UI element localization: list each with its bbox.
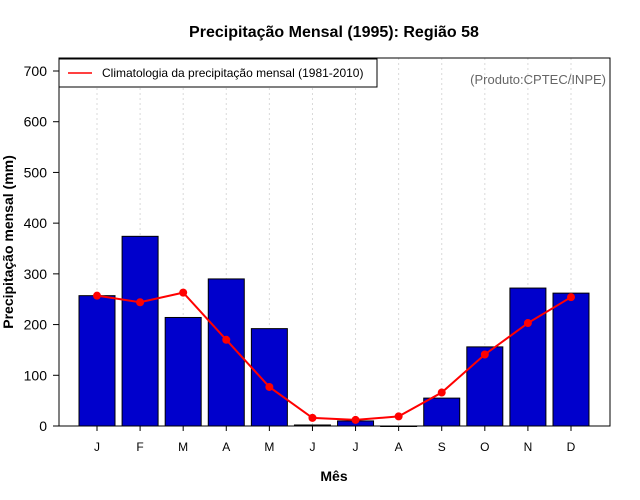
climatology-point-1: [93, 291, 101, 300]
y-tick-label: 400: [24, 215, 48, 231]
y-tick-label: 0: [39, 418, 47, 434]
climatology-line: [96, 291, 572, 421]
climatology-point-5: [265, 382, 274, 391]
x-tick-label: S: [438, 440, 446, 454]
bar-9: [423, 397, 461, 427]
x-tick-label: D: [567, 440, 576, 454]
climatology-point-10: [480, 350, 489, 359]
bar-10: [466, 346, 504, 427]
x-tick-label: O: [480, 440, 489, 454]
bar-5: [250, 328, 288, 427]
climatology-point-11: [523, 319, 532, 328]
x-tick-label: N: [524, 440, 533, 454]
bar-11: [509, 287, 547, 427]
climatology-point-2: [136, 298, 145, 307]
x-tick-label: M: [264, 440, 274, 454]
x-tick-label: J: [309, 440, 315, 454]
y-tick-label: 700: [24, 63, 48, 79]
y-tick-label: 300: [24, 266, 48, 282]
y-tick-label: 600: [24, 114, 48, 130]
bar-3: [164, 316, 202, 427]
legend-box: [58, 58, 378, 88]
y-axis-label: Precipitação mensal (mm): [0, 155, 16, 329]
climatology-point-9: [437, 388, 446, 397]
plot-frame: [58, 57, 611, 427]
y-tick-label: 500: [24, 164, 48, 180]
legend: Climatologia da precipitação mensal (198…: [58, 58, 378, 88]
bar-12: [552, 292, 590, 427]
x-tick-label: F: [136, 440, 143, 454]
climatology-point-6: [308, 413, 317, 422]
climatology-point-7: [351, 415, 360, 424]
x-tick-label: A: [395, 440, 403, 454]
x-tick-label: A: [222, 440, 230, 454]
climatology-point-4: [222, 335, 231, 344]
y-tick-label: 200: [24, 317, 48, 333]
bar-2: [121, 235, 159, 427]
x-tick-label: J: [94, 440, 100, 454]
bar-layer: [78, 235, 590, 427]
climatology-point-3: [179, 288, 188, 297]
source-annotation: (Produto:CPTEC/INPE): [470, 72, 606, 87]
climatology-point-8: [394, 412, 403, 421]
bar-1: [78, 295, 116, 427]
y-axis: 0 100 200 300 400 500 600 700: [24, 63, 59, 434]
chart-title: Precipitação Mensal (1995): Região 58: [189, 24, 479, 41]
x-axis-label: Mês: [320, 468, 347, 484]
climatology-line-layer: [93, 288, 575, 424]
y-tick-label: 100: [24, 367, 48, 383]
x-tick-label: J: [353, 440, 359, 454]
legend-label: Climatologia da precipitação mensal (198…: [102, 66, 363, 80]
climatology-point-12: [567, 293, 575, 302]
x-tick-label: M: [178, 440, 188, 454]
